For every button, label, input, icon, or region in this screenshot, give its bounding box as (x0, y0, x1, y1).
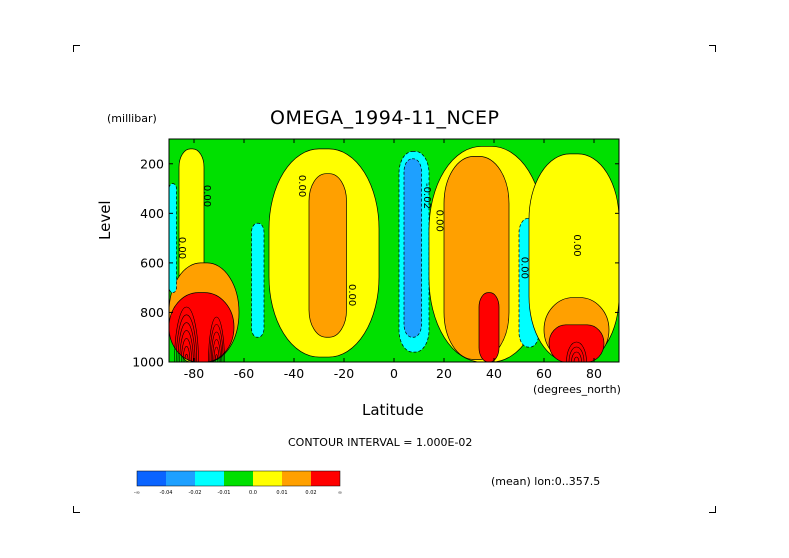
contour-line (214, 354, 219, 362)
colorbar-label: 0.02 (305, 490, 316, 496)
crop-mark-top-left (73, 45, 80, 52)
crop-mark-top-right (709, 45, 716, 52)
y-tick-label: 1000 (132, 355, 164, 370)
colorbar-label: -∞ (134, 490, 140, 496)
y-tick-label: 200 (140, 156, 164, 171)
x-units-label: (degrees_north) (533, 383, 621, 396)
contour-line (177, 322, 196, 362)
chart-title: OMEGA_1994-11_NCEP (270, 107, 500, 129)
x-tick-label: -40 (284, 366, 304, 381)
contour-label: 0.00 (434, 210, 445, 232)
contour-line (208, 316, 225, 362)
colorbar-frame (136, 470, 341, 487)
colorbar-swatch (166, 471, 195, 486)
colorbar: -∞ -0.04 -0.02 -0.01 0.0 0.01 0.02 ∞ (134, 470, 342, 496)
colorbar-label: -0.02 (189, 490, 202, 496)
contour-line (209, 324, 224, 362)
contour-label: 0.00 (571, 234, 582, 256)
contour-region (403, 158, 422, 338)
colorbar-label: -0.04 (160, 490, 173, 496)
y-tick-label: 400 (140, 206, 164, 221)
contour-line (573, 356, 580, 362)
x-tick-label: 40 (486, 366, 502, 381)
colorbar-swatch (253, 471, 282, 486)
contour-label: 0.00 (519, 257, 530, 279)
contour-region (478, 292, 500, 362)
contour-line (174, 306, 199, 362)
x-tick-label: -20 (334, 366, 354, 381)
x-tick-label: -80 (184, 366, 204, 381)
contour-interval-text: CONTOUR INTERVAL = 1.000E-02 (288, 436, 473, 449)
x-tick-label: 80 (586, 366, 602, 381)
crop-mark-bottom-left (73, 506, 80, 513)
footer-note: (mean) lon:0..357.5 (491, 475, 601, 488)
colorbar-label: 0.0 (249, 490, 257, 496)
y-tick-layer: 200 400 600 800 1000 (132, 156, 619, 370)
colorbar-swatch (195, 471, 224, 486)
contour-label: 0.00 (296, 175, 307, 197)
x-tick-layer: -80 -60 -40 -20 0 20 40 60 80 (184, 139, 602, 381)
contour-label-layer: 0.000.000.000.00-0.020.000.000.00 (176, 175, 582, 306)
contour-line (210, 331, 223, 362)
colorbar-swatch (311, 471, 340, 486)
x-tick-label: 0 (390, 366, 398, 381)
contour-region (169, 183, 177, 293)
y-units-label: (millibar) (107, 112, 157, 125)
contour-label: 0.00 (176, 237, 187, 259)
contour-line (568, 346, 585, 362)
contour-fill-layer (169, 139, 619, 362)
contour-line (175, 314, 198, 362)
contour-label: 0.00 (201, 185, 212, 207)
contour-line (179, 330, 194, 362)
contour-line-layer (174, 306, 587, 362)
y-tick-label: 800 (140, 305, 164, 320)
contour-region (548, 324, 605, 362)
contour-line (213, 346, 220, 362)
colorbar-label: ∞ (338, 490, 342, 496)
y-tick-label: 600 (140, 255, 164, 270)
x-axis-label: Latitude (362, 401, 424, 419)
contour-label: 0.00 (346, 284, 357, 306)
contour-line (571, 351, 582, 362)
contour-region (308, 173, 347, 338)
colorbar-swatch (282, 471, 311, 486)
crop-mark-bottom-right (709, 506, 716, 513)
colorbar-label: 0.01 (276, 490, 287, 496)
colorbar-swatch (224, 471, 253, 486)
contour-region (169, 292, 235, 362)
contour-region (251, 222, 265, 338)
colorbar-label: -0.01 (218, 490, 231, 496)
colorbar-swatch (137, 471, 166, 486)
contour-label: -0.02 (421, 183, 432, 209)
contour-line (566, 341, 587, 362)
x-tick-label: 20 (436, 366, 452, 381)
x-tick-label: -60 (234, 366, 254, 381)
x-tick-label: 60 (536, 366, 552, 381)
contour-line (212, 339, 221, 362)
